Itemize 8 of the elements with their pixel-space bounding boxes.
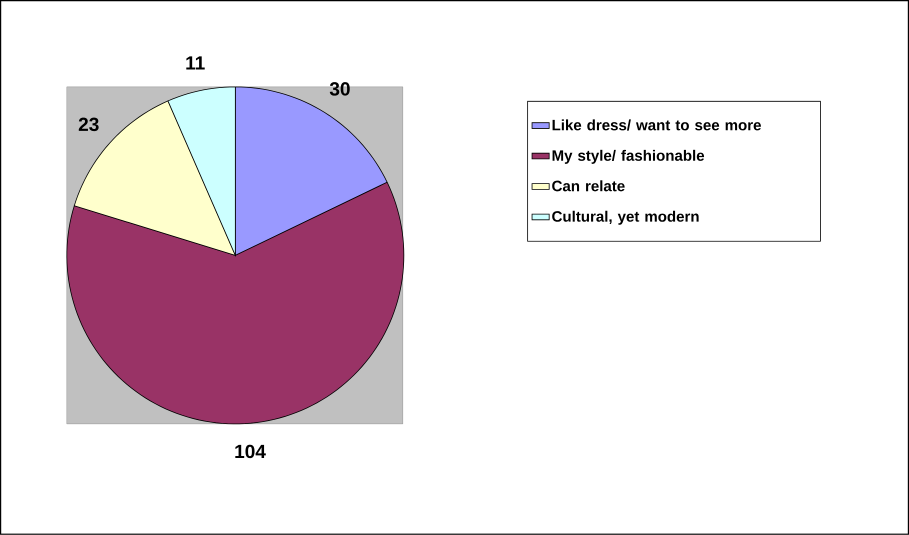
legend-label: Cultural, yet modern [552,210,699,225]
legend-label: Can relate [552,180,625,192]
legend-label: Like dress/ want to see more [552,119,761,131]
data-label: 23 [78,118,99,132]
data-label: 30 [330,82,350,96]
data-label: 104 [235,444,266,458]
data-label: 11 [186,56,205,70]
legend-label: My style/ fashionable [552,150,704,164]
